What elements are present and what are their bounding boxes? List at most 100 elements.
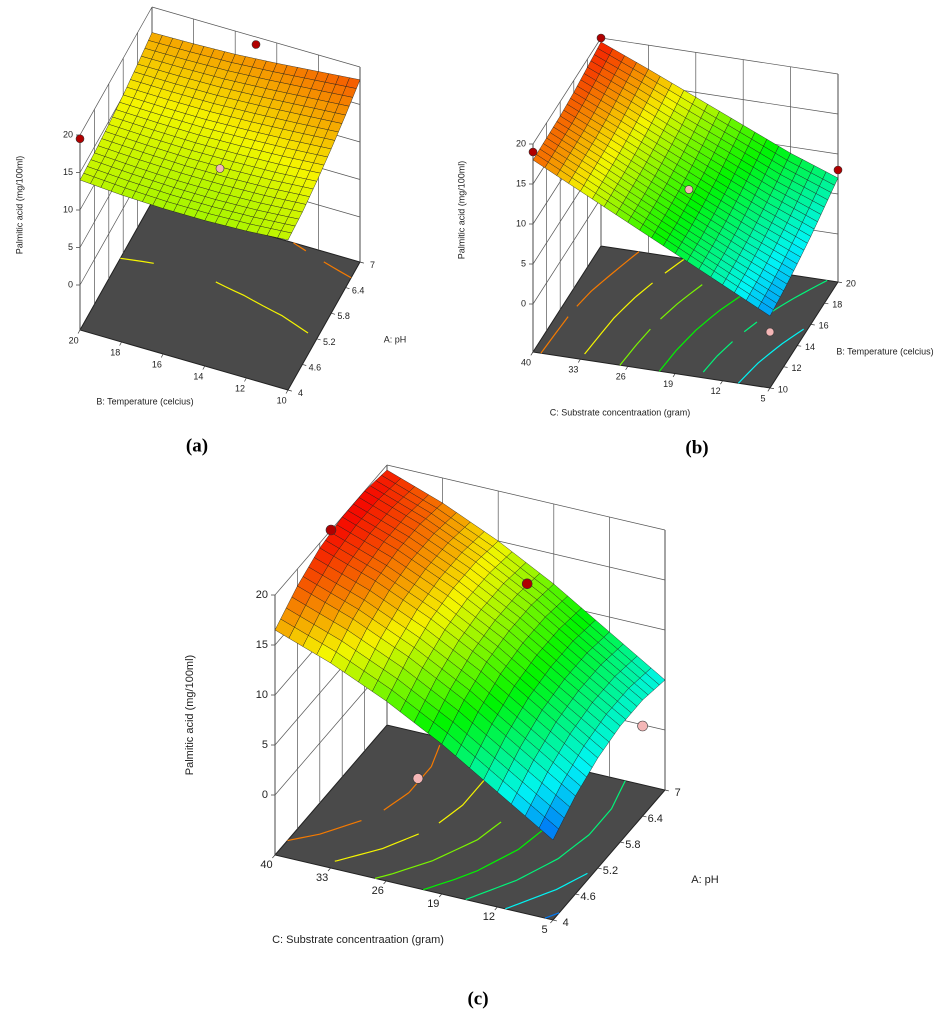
tick-mark [664,789,669,792]
x-tick-label: 7 [675,787,681,799]
tick-mark [837,281,843,283]
contour [293,242,352,279]
tick-mark [530,351,534,356]
grid-line [79,6,153,136]
z-axis-title: Palmitic acid (mg/100ml) [14,156,24,255]
y-tick-label: 40 [260,859,272,871]
z-tick-label: 20 [256,589,268,601]
contour [120,257,309,334]
design-point [251,40,261,49]
tick-mark [244,377,247,382]
z-tick-label: 5 [262,739,268,751]
y-tick-label: 16 [152,360,162,370]
x-tick-label: 4 [563,917,569,929]
contour [465,780,626,901]
design-point [521,578,533,590]
z-axis-title: Palmitic acid (mg/100ml) [456,161,466,260]
z-tick-label: 10 [63,204,73,214]
surface-plot: 0 5 10 15 20 10 12 14 16 18 20 5 12 19 26 33 40 B: Temper… [456,33,934,458]
tick-mark [810,324,815,326]
tick-mark [285,389,289,394]
z-tick-label: 0 [68,279,73,289]
design-point [528,147,538,157]
tick-mark [359,261,364,264]
contour [584,258,686,355]
x-tick-label: 6.4 [648,813,663,825]
x-axis-title: B: Temperature (celcius) [836,346,933,356]
y-tick-label: 10 [277,396,287,406]
surface-patch [757,301,774,317]
panel-label: (c) [467,988,488,1009]
tick-mark [77,329,81,334]
tick-mark [783,366,788,368]
tick-mark [316,338,321,341]
tick-mark [345,287,350,290]
tick-mark [383,880,387,885]
tick-mark [767,387,771,392]
design-point [833,165,843,175]
grid-line [151,6,361,68]
z-tick-label: 5 [68,242,73,252]
y-tick-label: 5 [760,393,765,403]
x-tick-label: 5.2 [323,337,336,347]
contour [540,251,640,354]
design-point [412,773,424,784]
y-tick-label: 26 [372,885,384,897]
tick-mark [552,919,557,922]
tick-mark [494,906,498,911]
tick-mark [797,345,802,347]
z-tick-label: 15 [516,178,526,188]
tick-mark [202,365,206,370]
contour [544,912,560,919]
tick-mark [620,841,625,844]
tick-mark [327,867,331,872]
grid-line [532,37,602,145]
y-tick-label: 19 [427,898,439,910]
x-axis-title: A: pH [384,334,407,344]
tick-mark [824,302,829,305]
y-tick-label: 12 [235,384,245,394]
tick-mark [119,341,122,346]
design-point [596,33,606,43]
tick-mark [642,815,647,818]
x-tick-label: 5.8 [337,311,350,321]
y-tick-label: 12 [483,911,495,923]
z-tick-label: 20 [516,138,526,148]
contour [505,872,588,910]
panel-label: (a) [186,435,208,456]
tick-mark [720,380,723,385]
y-tick-label: 5 [541,924,547,936]
x-tick-label: 5.2 [603,865,618,877]
y-axis-title: B: Temperature (celcius) [96,396,193,406]
surface-patch [277,230,292,241]
x-tick-label: 12 [791,363,801,373]
design-point [75,134,85,144]
tick-mark [597,867,602,870]
tick-mark [302,364,307,366]
x-tick-label: 20 [846,278,856,288]
z-tick-label: 0 [521,298,526,308]
z-tick-label: 10 [256,689,268,701]
y-tick-label: 40 [521,357,531,367]
tick-mark [160,353,164,358]
x-tick-label: 10 [778,384,788,394]
tick-mark [331,312,336,315]
grid-line [532,197,602,305]
grid-line [600,37,839,75]
x-tick-label: 4.6 [309,362,322,372]
contour [737,328,804,384]
y-tick-label: 26 [616,372,626,382]
tick-mark [672,373,676,378]
x-axis-title: A: pH [691,874,719,886]
z-tick-label: 20 [63,129,73,139]
y-axis-title: C: Substrate concentraation (gram) [272,934,444,946]
tick-mark [577,359,581,363]
x-tick-label: 4 [298,388,303,398]
y-tick-label: 18 [110,348,120,358]
tick-mark [272,854,276,859]
grid-line [386,464,666,531]
surface-plot: 0 5 10 15 20 4 4.6 5.2 5.8 6.4 7 5 12 19 26 33 40 A: pH C:… [184,464,719,1009]
x-tick-label: 7 [370,260,375,270]
panel-label: (b) [685,437,708,458]
